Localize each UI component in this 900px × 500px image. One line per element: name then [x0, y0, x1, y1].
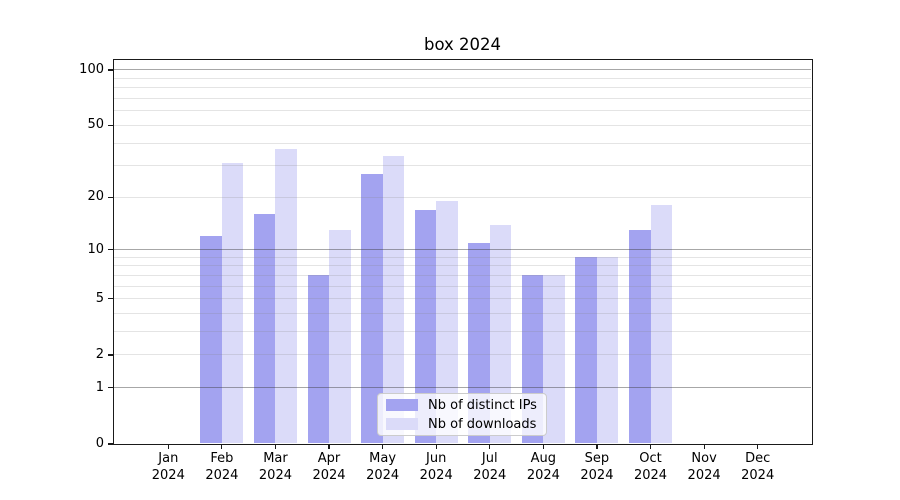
x-tick-month: May	[369, 451, 397, 466]
y-tick-label: 1	[95, 379, 104, 395]
y-tick-label: 20	[87, 189, 104, 205]
x-tick-mark	[328, 445, 330, 449]
x-tick-mark	[274, 445, 277, 449]
x-tick-year: 2024	[633, 467, 668, 483]
x-tick-mark	[382, 445, 384, 449]
x-tick-mark	[489, 445, 491, 449]
legend-swatch	[386, 418, 418, 430]
x-tick-year: 2024	[205, 467, 239, 483]
x-tick-label: Sep 2024	[567, 451, 627, 484]
x-tick-year: 2024	[473, 467, 507, 483]
x-tick-month: Dec	[745, 451, 771, 466]
x-tick-year: 2024	[312, 467, 346, 483]
x-tick-mark	[703, 445, 705, 449]
plot-border	[112, 59, 813, 445]
x-tick-mark	[649, 445, 652, 449]
x-tick-month: Jan	[158, 451, 179, 466]
legend-item: Nb of downloads	[386, 416, 538, 433]
x-tick-month: Nov	[691, 451, 717, 466]
chart-title: box 2024	[423, 35, 502, 54]
y-tick-label: 10	[87, 241, 104, 257]
x-tick-label: Mar 2024	[245, 451, 305, 484]
x-tick-month: Aug	[530, 451, 557, 466]
x-tick-month: Feb	[210, 451, 234, 466]
legend-swatch	[386, 399, 418, 411]
x-tick-label: Jan 2024	[138, 451, 198, 484]
x-tick-label: May 2024	[353, 451, 413, 484]
x-tick-month: Jun	[426, 451, 447, 466]
x-tick-label: Jul 2024	[460, 451, 520, 484]
legend-item: Nb of distinct IPs	[386, 397, 538, 414]
x-tick-label: Aug 2024	[513, 451, 573, 484]
x-tick-month: Apr	[317, 451, 341, 466]
x-tick-label: Jun 2024	[406, 451, 466, 484]
x-tick-year: 2024	[580, 467, 614, 483]
x-tick-year: 2024	[419, 467, 453, 483]
x-tick-month: Oct	[639, 451, 662, 466]
x-tick-mark	[221, 445, 223, 449]
x-tick-label: Dec 2024	[728, 451, 788, 484]
x-tick-month: Jul	[481, 451, 498, 466]
legend-label: Nb of distinct IPs	[428, 397, 537, 413]
x-tick-mark	[596, 445, 598, 449]
x-tick-month: Sep	[584, 451, 610, 466]
x-tick-year: 2024	[151, 467, 185, 483]
x-tick-year: 2024	[258, 467, 292, 483]
x-tick-mark	[757, 445, 759, 449]
y-tick-label: 2	[95, 346, 104, 362]
x-tick-label: Nov 2024	[674, 451, 734, 484]
x-tick-mark	[167, 445, 169, 449]
x-tick-mark	[435, 445, 437, 449]
y-tick-label: 0	[95, 436, 104, 451]
x-tick-label: Apr 2024	[299, 451, 359, 484]
x-tick-year: 2024	[741, 467, 775, 483]
x-tick-mark	[542, 445, 544, 449]
x-tick-year: 2024	[687, 467, 721, 483]
x-tick-label: Oct 2024	[621, 451, 681, 484]
x-tick-month: Mar	[263, 451, 288, 466]
y-tick-label: 5	[95, 290, 104, 306]
y-tick-label: 50	[87, 117, 104, 133]
legend: Nb of distinct IPs Nb of downloads	[377, 393, 547, 436]
x-tick-year: 2024	[366, 467, 400, 483]
x-tick-year: 2024	[526, 467, 560, 483]
y-tick-label: 100	[79, 61, 104, 77]
legend-label: Nb of downloads	[428, 416, 537, 432]
x-tick-label: Feb 2024	[192, 451, 252, 484]
